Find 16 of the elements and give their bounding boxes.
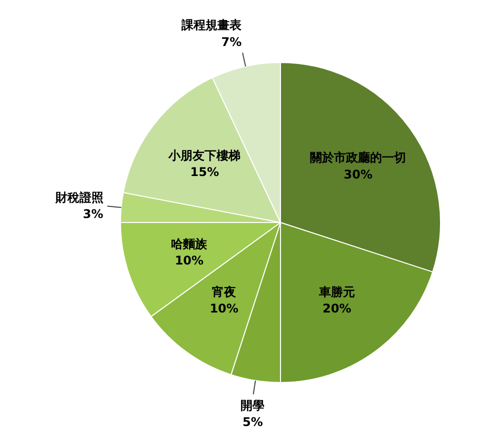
slice-label: 關於市政廳的一切 xyxy=(310,150,406,165)
slice-label: 宵夜 xyxy=(212,284,238,299)
data-label: 20% xyxy=(322,302,352,316)
data-label: 7% xyxy=(221,34,242,49)
slice-label: 車勝元 xyxy=(318,284,355,299)
data-label: 15% xyxy=(190,165,220,180)
data-label: 10% xyxy=(174,254,204,268)
data-label: 3% xyxy=(82,207,104,222)
slice-label: 財稅證照 xyxy=(54,190,104,204)
slice-label: 小朋友下樓梯 xyxy=(168,148,241,162)
data-label: 30% xyxy=(344,167,373,182)
slice-label: 開學 xyxy=(240,398,265,412)
slice-label: 哈麵族 xyxy=(171,236,208,251)
data-label: 10% xyxy=(210,302,238,316)
data-label: 5% xyxy=(242,415,263,430)
slice-label: 課程規畫表 xyxy=(180,18,243,32)
